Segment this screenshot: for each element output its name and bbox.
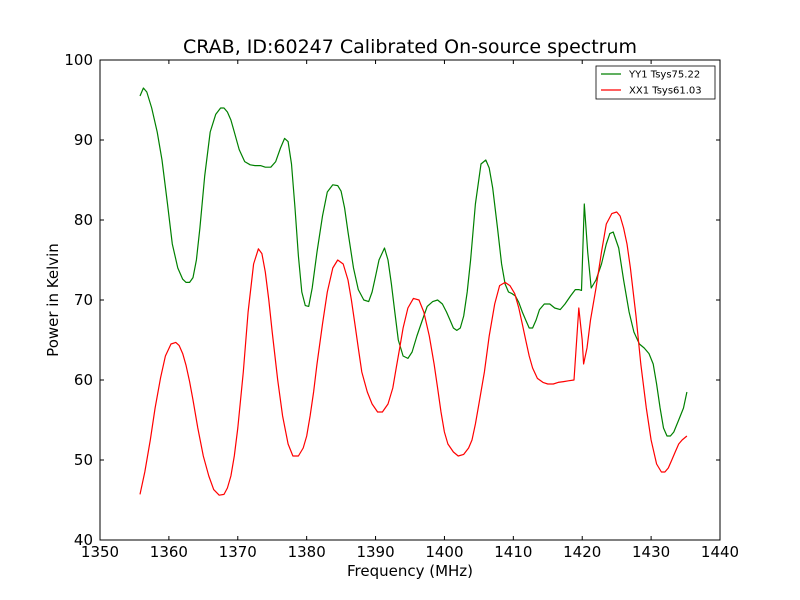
- x-tick-label: 1370: [219, 543, 257, 561]
- y-tick-label: 90: [74, 131, 93, 149]
- x-tick-label: 1420: [563, 543, 601, 561]
- x-tick-label: 1390: [356, 543, 394, 561]
- y-tick-label: 60: [74, 371, 93, 389]
- series-layer: [139, 87, 688, 496]
- legend-label-xx1: XX1 Tsys61.03: [629, 86, 702, 97]
- x-tick-label: 1360: [150, 543, 188, 561]
- ticks-layer: 1350 1360 1370 1380 1390 1400 1410 1420 1430 1440…: [64, 51, 739, 561]
- legend-label-yy1: YY1 Tsys75.22: [628, 70, 700, 81]
- x-tick-label: 1410: [494, 543, 532, 561]
- series-line-1: [139, 211, 688, 496]
- series-line-0: [139, 87, 688, 437]
- x-tick-label: 1430: [632, 543, 670, 561]
- legend: YY1 Tsys75.22 XX1 Tsys61.03: [595, 65, 716, 100]
- x-tick-label: 1440: [701, 543, 739, 561]
- x-tick-label: 1400: [425, 543, 463, 561]
- y-tick-label: 80: [74, 211, 93, 229]
- x-tick-label: 1380: [288, 543, 326, 561]
- y-tick-label: 50: [74, 451, 93, 469]
- y-tick-label: 100: [64, 51, 93, 69]
- legend-frame: [595, 65, 716, 100]
- y-tick-label: 70: [74, 291, 93, 309]
- y-tick-label: 40: [74, 531, 93, 549]
- x-axis-label: Frequency (MHz): [347, 562, 473, 580]
- y-axis-label: Power in Kelvin: [44, 243, 62, 357]
- x-tick-label: 1350: [81, 543, 119, 561]
- chart-title: CRAB, ID:60247 Calibrated On-source spec…: [183, 36, 637, 58]
